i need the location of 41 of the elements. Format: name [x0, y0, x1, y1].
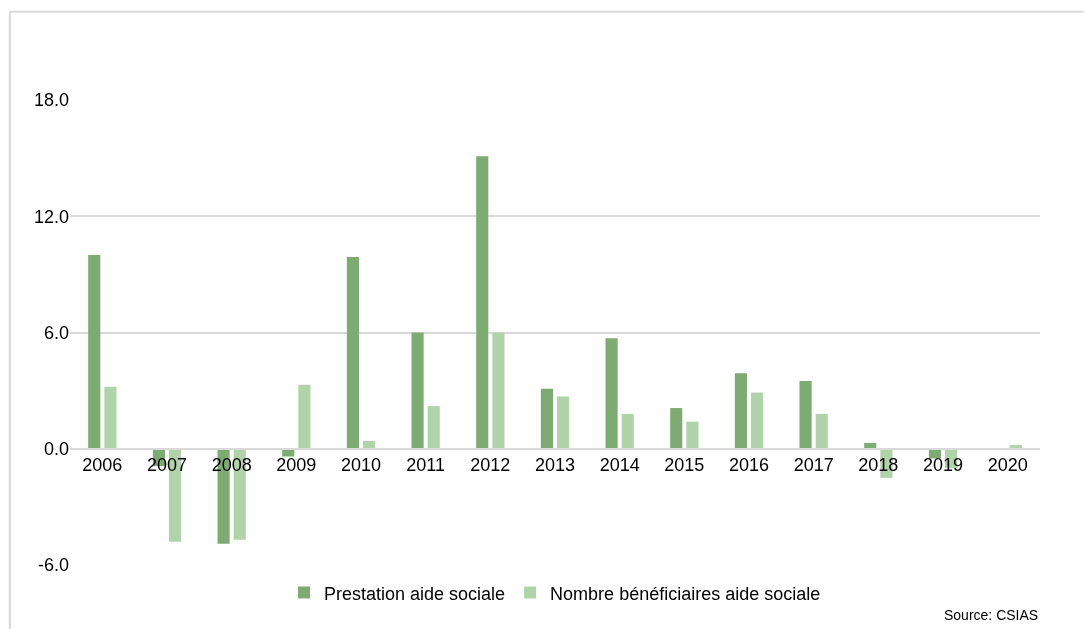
bar [751, 392, 764, 449]
y-tick-label: 12.0 [33, 206, 69, 227]
bar [427, 406, 440, 449]
bar [298, 384, 311, 449]
x-tick-label: 2016 [728, 455, 770, 476]
x-tick-label: 2011 [406, 455, 446, 476]
x-tick-label: 2006 [82, 455, 123, 476]
x-tick-label: 2010 [340, 455, 382, 476]
bar [492, 332, 505, 449]
x-tick-label: 2015 [664, 455, 705, 476]
bar [346, 256, 359, 449]
y-tick-label: 0.0 [43, 439, 69, 460]
bar [815, 413, 828, 449]
bar [88, 255, 101, 449]
y-tick-label: 18.0 [33, 90, 69, 111]
x-tick-label: 2012 [470, 455, 511, 476]
bar [104, 386, 117, 449]
x-tick-label: 2018 [858, 455, 899, 476]
bar [686, 421, 699, 449]
bar [411, 332, 424, 449]
x-tick-label: 2007 [146, 455, 188, 476]
source-note: Source: CSIAS [944, 607, 1039, 623]
x-tick-label: 2017 [793, 455, 834, 476]
x-tick-label: 2020 [987, 455, 1028, 476]
legend-label: Prestation aide sociale [324, 583, 506, 604]
bar [670, 408, 683, 449]
bar [621, 413, 634, 449]
y-tick-label: 6.0 [43, 322, 69, 343]
bar [557, 396, 570, 449]
x-tick-label: 2009 [276, 455, 317, 476]
bar [734, 373, 747, 449]
bar [476, 156, 489, 449]
y-tick-label: -6.0 [37, 555, 69, 576]
legend-label: Nombre bénéficiaires aide sociale [550, 583, 821, 604]
bar [799, 380, 812, 449]
bar [540, 388, 553, 449]
bar [605, 338, 618, 449]
x-tick-label: 2013 [534, 455, 576, 476]
x-tick-label: 2014 [599, 455, 640, 476]
x-tick-label: 2008 [211, 455, 252, 476]
x-tick-label: 2019 [922, 455, 964, 476]
